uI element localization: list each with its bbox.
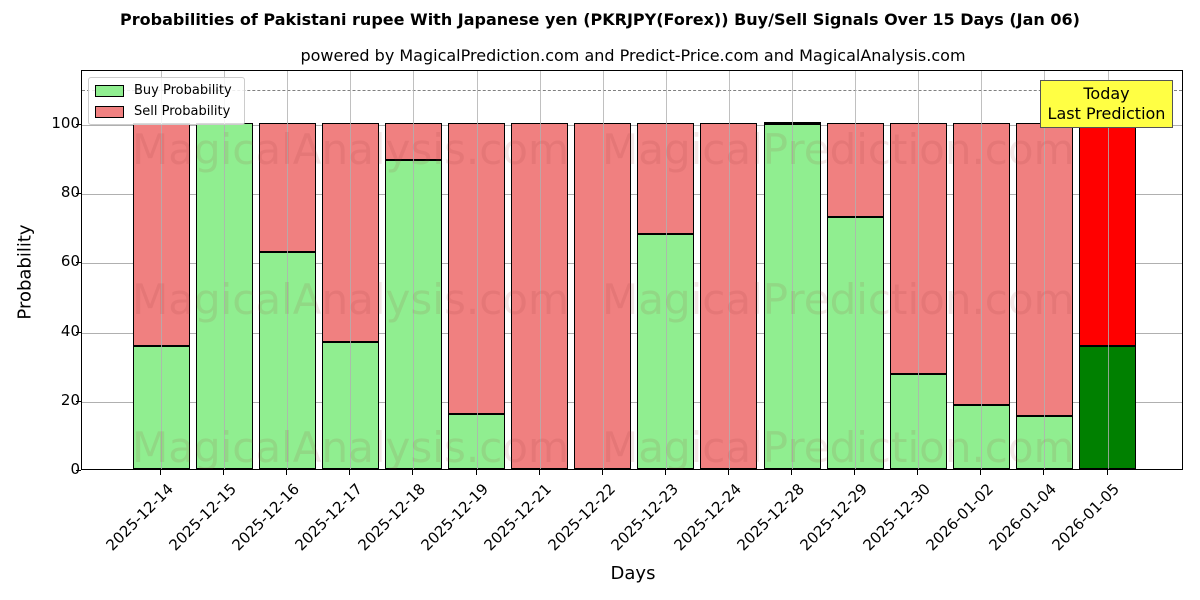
- y-axis-label: Probability: [14, 224, 36, 320]
- y-tick-label: 80: [60, 183, 80, 202]
- x-tick-label: 2025-12-24: [670, 480, 745, 555]
- gridline-vertical: [350, 71, 352, 469]
- y-tick-mark: [76, 331, 81, 333]
- gridline-vertical: [413, 71, 415, 469]
- gridline-vertical: [1107, 71, 1109, 469]
- gridline-vertical: [161, 71, 162, 469]
- chart-title: Probabilities of Pakistani rupee With Ja…: [120, 10, 1080, 29]
- x-tick-label: 2025-12-30: [859, 480, 934, 555]
- x-tick-mark: [980, 470, 982, 475]
- sell-swatch-icon: [95, 105, 124, 118]
- gridline-vertical: [981, 71, 983, 469]
- x-tick-mark: [475, 470, 477, 475]
- x-tick-label: 2025-12-21: [480, 480, 556, 555]
- x-tick-label: 2026-01-02: [922, 480, 998, 555]
- x-tick-mark: [917, 470, 919, 475]
- gridline-vertical: [1044, 71, 1046, 469]
- gridline-horizontal: [82, 124, 1182, 126]
- buy-swatch-icon: [95, 84, 124, 97]
- x-tick-label: 2025-12-22: [544, 480, 619, 555]
- reference-line-dashed: [82, 90, 1182, 92]
- x-tick-mark: [727, 470, 729, 475]
- gridline-horizontal: [82, 401, 1182, 403]
- x-tick-label: 2025-12-18: [354, 480, 430, 555]
- gridline-vertical: [539, 71, 541, 469]
- y-tick-mark: [76, 123, 81, 125]
- x-tick-mark: [854, 470, 856, 475]
- gridline-horizontal: [82, 194, 1182, 196]
- y-tick-label: 0: [70, 460, 80, 478]
- gridline-vertical: [224, 71, 226, 469]
- x-tick-mark: [160, 470, 161, 475]
- annotation-line-1: Today: [1083, 84, 1130, 103]
- gridline-vertical: [728, 71, 730, 469]
- x-tick-label: 2025-12-19: [417, 480, 493, 555]
- x-tick-mark: [791, 470, 792, 475]
- x-tick-label: 2025-12-29: [796, 480, 871, 555]
- x-tick-mark: [1106, 470, 1108, 475]
- x-tick-mark: [349, 470, 351, 475]
- legend-item-buy: Buy Probability: [95, 83, 232, 98]
- x-tick-label: 2025-12-28: [733, 480, 808, 555]
- x-tick-label: 2025-12-14: [102, 480, 177, 555]
- gridline-vertical: [476, 71, 478, 469]
- gridline-vertical: [287, 71, 289, 469]
- gridline-vertical: [855, 71, 857, 469]
- gridline-vertical: [918, 71, 920, 469]
- y-tick-label: 20: [60, 390, 80, 409]
- x-tick-label: 2025-12-15: [165, 480, 240, 555]
- annotation-line-2: Last Prediction: [1047, 104, 1166, 123]
- legend-sell-label: Sell Probability: [134, 104, 231, 119]
- x-tick-label: 2025-12-17: [291, 480, 367, 555]
- legend: Buy Probability Sell Probability: [88, 77, 245, 125]
- x-tick-label: 2025-12-16: [228, 480, 303, 555]
- y-tick-mark: [76, 193, 81, 195]
- x-tick-label: 2026-01-04: [985, 480, 1061, 555]
- x-tick-mark: [664, 470, 666, 475]
- y-tick-mark: [76, 400, 81, 402]
- x-tick-mark: [412, 470, 414, 475]
- x-tick-mark: [286, 470, 288, 475]
- x-tick-mark: [1043, 470, 1045, 475]
- y-tick-mark: [76, 470, 81, 471]
- y-tick-label: 60: [60, 252, 80, 271]
- today-annotation: Today Last Prediction: [1040, 80, 1173, 128]
- x-axis-label: Days: [610, 563, 656, 584]
- y-tick-label: 40: [60, 321, 80, 340]
- x-tick-label: 2026-01-05: [1048, 480, 1124, 555]
- y-tick-label: 100: [51, 113, 80, 132]
- x-tick-mark: [538, 470, 540, 475]
- gridline-vertical: [602, 71, 604, 469]
- plot-area: MagicalAnalysis.comMagicalPrediction.com…: [81, 70, 1183, 470]
- legend-buy-label: Buy Probability: [134, 83, 232, 98]
- gridline-vertical: [665, 71, 667, 469]
- gridline-vertical: [792, 71, 793, 469]
- gridline-horizontal: [82, 263, 1182, 265]
- legend-item-sell: Sell Probability: [95, 104, 230, 119]
- x-tick-mark: [601, 470, 603, 475]
- chart-subtitle: powered by MagicalPrediction.com and Pre…: [300, 46, 966, 65]
- y-tick-mark: [76, 262, 81, 264]
- gridline-horizontal: [82, 332, 1182, 334]
- x-tick-mark: [223, 470, 225, 475]
